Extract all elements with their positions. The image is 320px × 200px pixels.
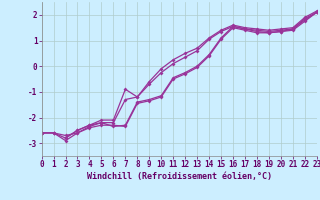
X-axis label: Windchill (Refroidissement éolien,°C): Windchill (Refroidissement éolien,°C): [87, 172, 272, 181]
